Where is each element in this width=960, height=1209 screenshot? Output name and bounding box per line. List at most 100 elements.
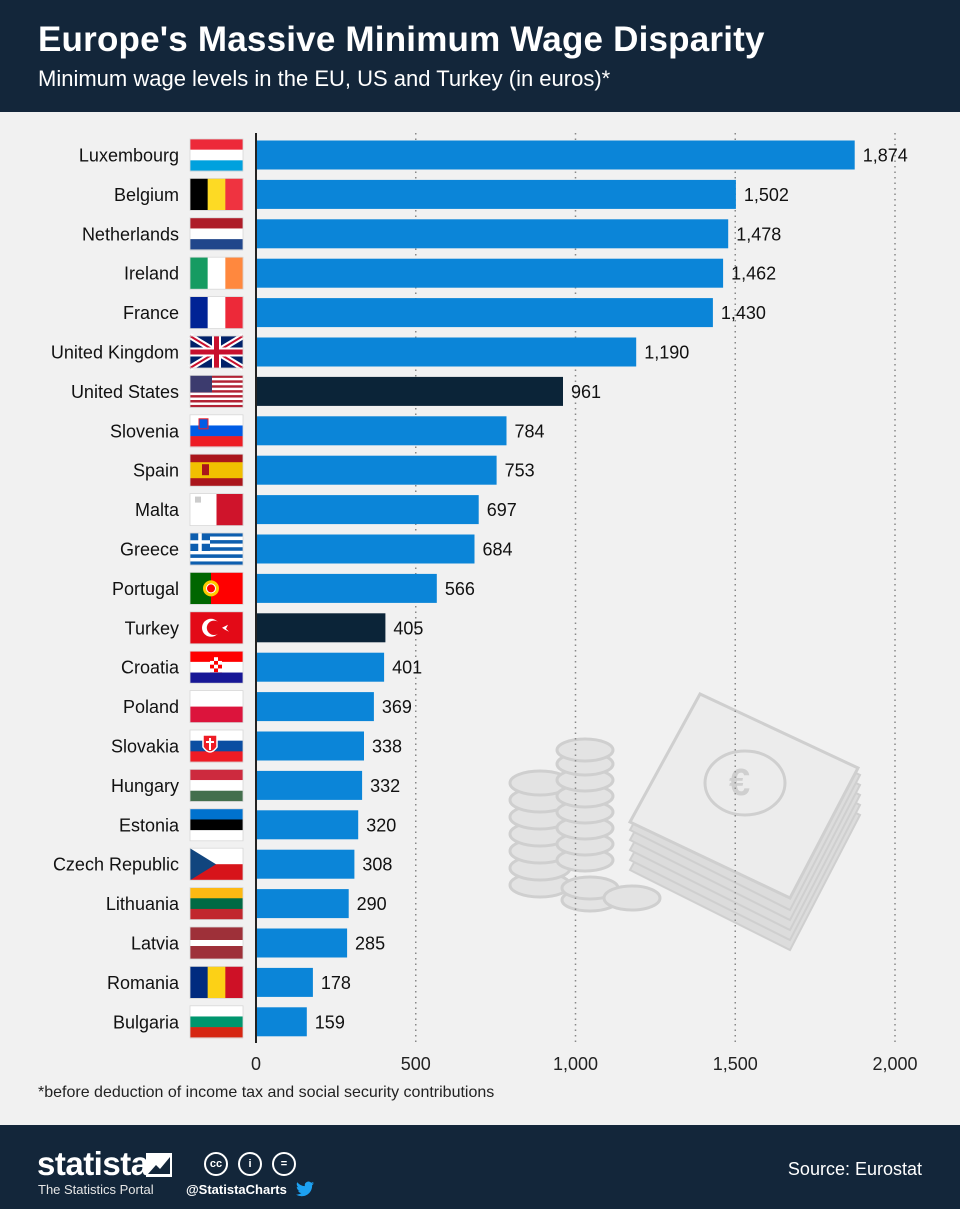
bar-slovakia <box>256 731 364 761</box>
bar-spain <box>256 455 497 485</box>
bar-belgium <box>256 179 736 209</box>
statista-logo[interactable]: statista <box>37 1145 149 1182</box>
value-label-poland: 369 <box>382 697 412 717</box>
flag-latvia-icon <box>189 926 244 960</box>
value-label-luxembourg: 1,874 <box>863 146 908 166</box>
category-label-netherlands: Netherlands <box>82 224 179 244</box>
x-tick-label: 0 <box>251 1054 261 1074</box>
flag-belgium-icon <box>189 177 244 211</box>
bar-estonia <box>256 810 359 840</box>
bar-luxembourg <box>256 140 855 170</box>
x-tick-label: 2,000 <box>872 1054 917 1074</box>
flag-croatia-icon <box>189 650 244 684</box>
source-label: Source: Eurostat <box>787 1159 922 1179</box>
chart-subtitle: Minimum wage levels in the EU, US and Tu… <box>38 66 611 91</box>
chart-title: Europe's Massive Minimum Wage Disparity <box>38 20 765 59</box>
flag-slovakia-icon <box>189 729 244 763</box>
category-label-luxembourg: Luxembourg <box>79 146 179 166</box>
attribution-icon[interactable]: i <box>238 1152 262 1176</box>
footer: statista The Statistics Portal cc i = @S… <box>0 1125 960 1209</box>
value-label-france: 1,430 <box>721 303 766 323</box>
flag-united-states-icon <box>189 374 244 408</box>
bar-lithuania <box>256 889 349 919</box>
flag-czech-republic-icon <box>189 847 244 881</box>
bar-france <box>256 298 713 328</box>
bar-turkey <box>256 613 386 643</box>
bar-malta <box>256 495 479 525</box>
value-label-estonia: 320 <box>366 815 396 835</box>
value-label-latvia: 285 <box>355 934 385 954</box>
flag-luxembourg-icon <box>189 138 244 172</box>
flag-romania-icon <box>189 966 244 999</box>
bar-poland <box>256 692 374 722</box>
category-label-ireland: Ireland <box>124 264 179 284</box>
category-label-bulgaria: Bulgaria <box>113 1012 180 1032</box>
value-label-belgium: 1,502 <box>744 185 789 205</box>
flag-estonia-icon <box>189 808 244 842</box>
bar-czech-republic <box>256 849 355 879</box>
value-label-greece: 684 <box>483 540 513 560</box>
category-label-portugal: Portugal <box>112 579 179 599</box>
category-label-poland: Poland <box>123 697 179 717</box>
bar-romania <box>256 967 313 997</box>
flag-netherlands-icon <box>189 217 244 251</box>
bar-bulgaria <box>256 1007 307 1037</box>
bar-netherlands <box>256 219 729 249</box>
category-label-slovenia: Slovenia <box>110 421 180 441</box>
bars: 1,874 Luxembourg 1,502 Belgium 1,478 Netherla… <box>51 140 908 1037</box>
bar-slovenia <box>256 416 507 446</box>
svg-text:€: € <box>729 762 750 804</box>
flag-malta-icon <box>189 493 244 527</box>
flag-france-icon <box>189 296 244 330</box>
flags <box>188 138 245 1039</box>
flag-ireland-icon <box>189 256 244 290</box>
value-label-portugal: 566 <box>445 579 475 599</box>
flag-portugal-icon <box>189 572 244 605</box>
bar-united-states <box>256 376 563 406</box>
category-label-united-kingdom: United Kingdom <box>51 343 179 363</box>
bar-hungary <box>256 770 363 800</box>
value-label-romania: 178 <box>321 973 351 993</box>
value-label-czech-republic: 308 <box>362 855 392 875</box>
creative-commons-icon[interactable]: cc <box>204 1152 228 1176</box>
category-label-lithuania: Lithuania <box>106 894 180 914</box>
value-label-croatia: 401 <box>392 658 422 678</box>
value-label-lithuania: 290 <box>357 894 387 914</box>
bar-croatia <box>256 652 385 682</box>
category-label-czech-republic: Czech Republic <box>53 855 179 875</box>
category-label-spain: Spain <box>133 461 179 481</box>
value-label-bulgaria: 159 <box>315 1012 345 1032</box>
category-label-latvia: Latvia <box>131 934 180 954</box>
x-tick-label: 1,000 <box>553 1054 598 1074</box>
no-derivatives-icon[interactable]: = <box>272 1152 296 1176</box>
category-label-belgium: Belgium <box>114 185 179 205</box>
flag-greece-icon <box>189 532 244 566</box>
flag-turkey-icon <box>189 611 244 645</box>
value-label-netherlands: 1,478 <box>736 224 781 244</box>
bar-united-kingdom <box>256 337 637 367</box>
statista-logo-mark-icon <box>146 1153 172 1177</box>
category-label-turkey: Turkey <box>125 618 179 638</box>
category-label-croatia: Croatia <box>121 658 180 678</box>
value-label-ireland: 1,462 <box>731 264 776 284</box>
x-axis-ticks: 0 500 1,000 1,500 2,000 <box>251 1054 918 1074</box>
category-label-romania: Romania <box>107 973 180 993</box>
value-label-spain: 753 <box>505 461 535 481</box>
twitter-handle[interactable]: @StatistaCharts <box>186 1182 287 1197</box>
value-label-united-states: 961 <box>571 382 601 402</box>
value-label-malta: 697 <box>487 500 517 520</box>
flag-hungary-icon <box>189 769 244 802</box>
flag-poland-icon <box>189 690 244 723</box>
flag-spain-icon <box>189 453 244 487</box>
bar-chart: € 1,874 Luxembourg 1,502 Belgium 1,478 Nether… <box>51 133 918 1074</box>
twitter-icon[interactable] <box>296 1181 314 1197</box>
flag-slovenia-icon <box>189 414 244 448</box>
statista-tagline: The Statistics Portal <box>38 1182 154 1197</box>
category-label-hungary: Hungary <box>111 776 179 796</box>
category-label-slovakia: Slovakia <box>111 737 180 757</box>
x-tick-label: 1,500 <box>713 1054 758 1074</box>
footnote: *before deduction of income tax and soci… <box>38 1084 495 1101</box>
value-label-slovenia: 784 <box>514 421 544 441</box>
flag-united-kingdom-icon <box>188 333 245 371</box>
category-label-estonia: Estonia <box>119 815 180 835</box>
